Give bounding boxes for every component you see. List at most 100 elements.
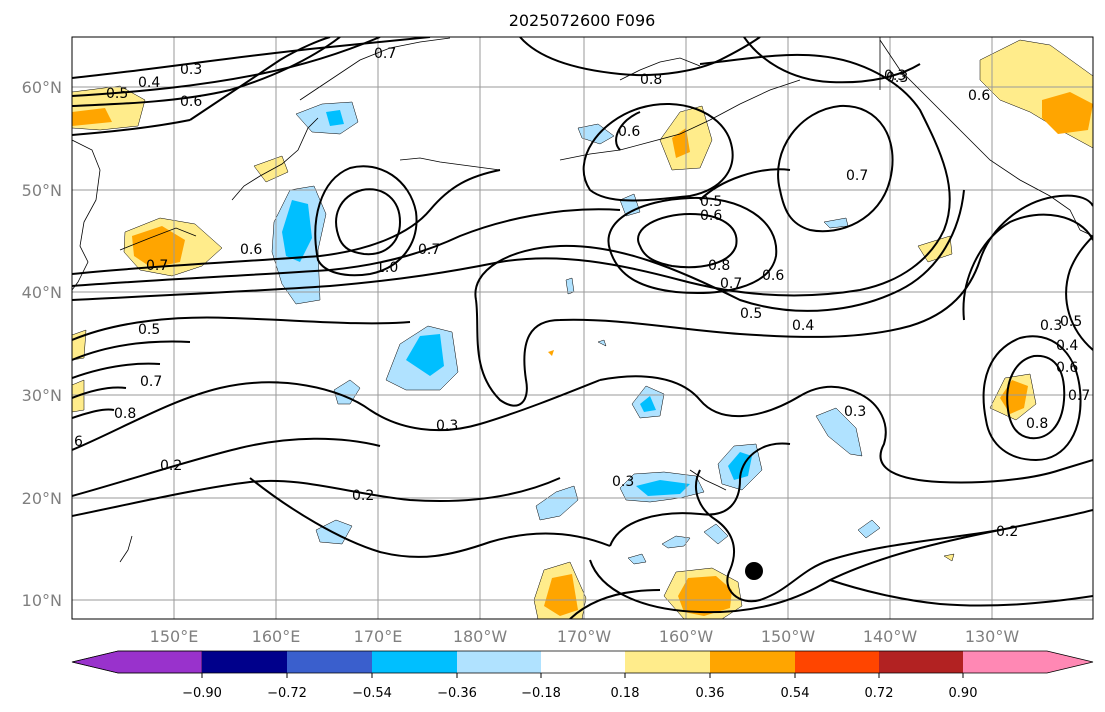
shade-region <box>282 200 312 262</box>
colorbar-label: −0.90 <box>182 686 222 701</box>
shade-region <box>678 576 732 616</box>
contour-label: 0.7 <box>140 374 162 390</box>
contour-label: 0.7 <box>846 168 868 184</box>
shade-region <box>661 535 691 549</box>
contour-label: 0.7 <box>720 276 742 292</box>
contour-label: 0.6 <box>240 242 262 258</box>
colorbar-label: −0.18 <box>521 686 561 701</box>
lon-label-130w: 130°W <box>965 627 1020 646</box>
colorbar-segment <box>625 651 710 673</box>
lat-label-20n: 20°N <box>22 489 62 508</box>
shade-region <box>326 110 344 126</box>
contour-label: 0.3 <box>844 404 866 420</box>
contour-label: 0.6 <box>700 208 722 224</box>
colorbar-segment <box>710 651 795 673</box>
gridlines <box>72 37 1093 619</box>
lon-label-140w: 140°W <box>863 627 918 646</box>
shade-region <box>857 519 881 539</box>
contour-label: 0.6 <box>618 124 640 140</box>
shade-region <box>253 155 289 183</box>
colorbar-segment <box>795 651 879 673</box>
contour-label: 0.4 <box>792 318 814 334</box>
contour-label: 0.5 <box>106 86 128 102</box>
contour-label: 0.3 <box>436 418 458 434</box>
contour-label: 0.3 <box>612 474 634 490</box>
shaded-negative-areas <box>271 101 881 565</box>
colorbar-segment <box>71 650 203 674</box>
coastlines <box>72 37 1093 563</box>
colorbar-label: −0.36 <box>437 686 477 701</box>
colorbar-segment <box>879 651 963 673</box>
lat-label-60n: 60°N <box>22 78 62 97</box>
colorbar-label: 0.90 <box>949 686 978 701</box>
colorbar-segment <box>457 651 541 673</box>
contour-label: 0.8 <box>1026 416 1048 432</box>
contour-label: 0.6 <box>180 94 202 110</box>
contour-label: 0.5 <box>138 322 160 338</box>
lat-label-30n: 30°N <box>22 386 62 405</box>
contour-label: 0.7 <box>418 242 440 258</box>
colorbar-outline <box>71 650 1094 674</box>
contour-label: 0.2 <box>996 524 1018 540</box>
lat-label-40n: 40°N <box>22 283 62 302</box>
shade-region <box>577 123 615 145</box>
contour-label: 1.0 <box>376 260 398 276</box>
map-area: 0.3 0.4 0.5 0.6 0.7 0.8 0.3 0.6 0.5 0.6 … <box>72 37 1093 619</box>
contour-label: 0.4 <box>1056 338 1078 354</box>
colorbar-segment <box>372 651 457 673</box>
shade-region <box>703 523 729 545</box>
lat-label-50n: 50°N <box>22 181 62 200</box>
longitude-axis: 150°E 160°E 170°E 180°W 170°W 160°W 150°… <box>150 627 1020 646</box>
shade-region <box>728 452 752 480</box>
latitude-axis: 10°N 20°N 30°N 40°N 50°N 60°N <box>22 78 62 610</box>
contour-label: 0.2 <box>160 458 182 474</box>
colorbar-label: −0.72 <box>267 686 307 701</box>
lon-label-170w: 170°W <box>557 627 612 646</box>
map-frame <box>71 36 1094 620</box>
colorbar-ticks <box>201 673 964 678</box>
contour-label: 0.4 <box>138 75 160 91</box>
shade-region <box>544 574 578 616</box>
shade-region <box>636 480 690 496</box>
shade-region <box>535 485 579 521</box>
contour-label: 0.7 <box>374 46 396 62</box>
contour-label: 0.8 <box>640 72 662 88</box>
lon-label-180w: 180°W <box>453 627 508 646</box>
contour-label: 0.6 <box>1056 360 1078 376</box>
shade-region <box>548 350 554 356</box>
shade-region <box>823 217 849 229</box>
colorbar-label: −0.54 <box>352 686 392 701</box>
colorbar-segment <box>202 651 287 673</box>
shade-region <box>597 339 607 347</box>
shade-region <box>72 329 87 361</box>
contour-label: 0.3 <box>180 62 202 78</box>
contour-label: 0.5 <box>1060 314 1082 330</box>
map-title: 2025072600 F096 <box>509 11 656 30</box>
colorbar-segment <box>541 651 625 673</box>
contour-label-group: 0.3 0.4 0.5 0.6 0.7 0.8 0.3 0.6 0.5 0.6 … <box>74 46 1090 540</box>
contour-label: 0.6 <box>762 268 784 284</box>
contour-label: 0.6 <box>968 88 990 104</box>
contour-label: 6 <box>74 434 83 450</box>
storm-position-marker <box>745 562 763 580</box>
shade-region <box>627 553 647 565</box>
colorbar-label: 0.18 <box>611 686 640 701</box>
colorbar-segment <box>287 651 372 673</box>
contour-label: 0.3 <box>886 70 908 86</box>
shade-region <box>815 407 863 457</box>
contour-label: 0.3 <box>1040 318 1062 334</box>
colorbar-label: 0.72 <box>865 686 894 701</box>
lon-label-160e: 160°E <box>252 627 301 646</box>
contour-label: 0.2 <box>352 488 374 504</box>
shade-region <box>640 396 656 412</box>
contour-label: 0.7 <box>1068 388 1090 404</box>
contour-label: 0.8 <box>708 258 730 274</box>
shade-region <box>943 553 955 562</box>
shade-region <box>132 226 185 268</box>
colorbar-label: 0.54 <box>781 686 810 701</box>
contour-label: 0.3 <box>884 68 906 84</box>
contour-label: 0.5 <box>700 194 722 210</box>
contour-label: 0.8 <box>114 406 136 422</box>
shade-region <box>406 334 444 376</box>
contour-label: 0.7 <box>146 258 168 274</box>
